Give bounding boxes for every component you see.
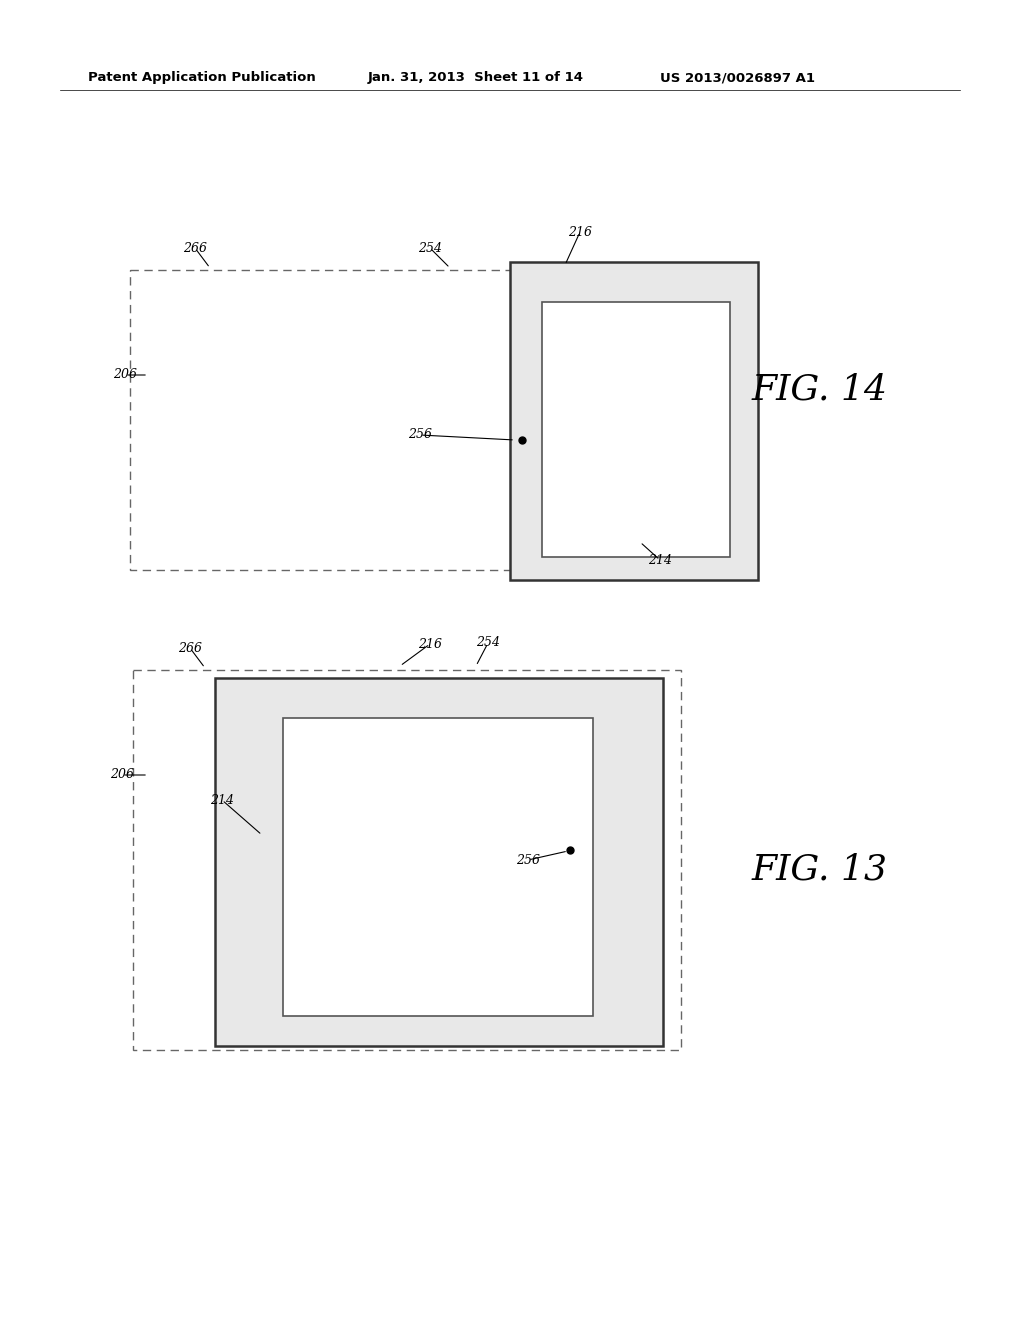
Text: Patent Application Publication: Patent Application Publication (88, 71, 315, 84)
Text: 216: 216 (568, 226, 592, 239)
Text: 266: 266 (183, 242, 207, 255)
Bar (510, 261, 758, 579)
Text: Jan. 31, 2013  Sheet 11 of 14: Jan. 31, 2013 Sheet 11 of 14 (368, 71, 584, 84)
Text: 206: 206 (113, 368, 137, 381)
Bar (542, 302, 730, 557)
Text: 256: 256 (408, 429, 432, 441)
Text: 254: 254 (476, 636, 500, 649)
Bar (133, 671, 681, 1049)
Bar (130, 271, 650, 570)
Text: FIG. 14: FIG. 14 (752, 374, 888, 407)
Text: 256: 256 (516, 854, 540, 866)
Bar (215, 678, 663, 1045)
Text: 206: 206 (110, 768, 134, 781)
Text: 254: 254 (418, 242, 442, 255)
Text: 214: 214 (648, 553, 672, 566)
Text: 216: 216 (418, 638, 442, 651)
Text: US 2013/0026897 A1: US 2013/0026897 A1 (660, 71, 815, 84)
Text: 214: 214 (210, 793, 234, 807)
Text: 266: 266 (178, 642, 202, 655)
Bar (283, 718, 593, 1016)
Text: FIG. 13: FIG. 13 (752, 853, 888, 887)
